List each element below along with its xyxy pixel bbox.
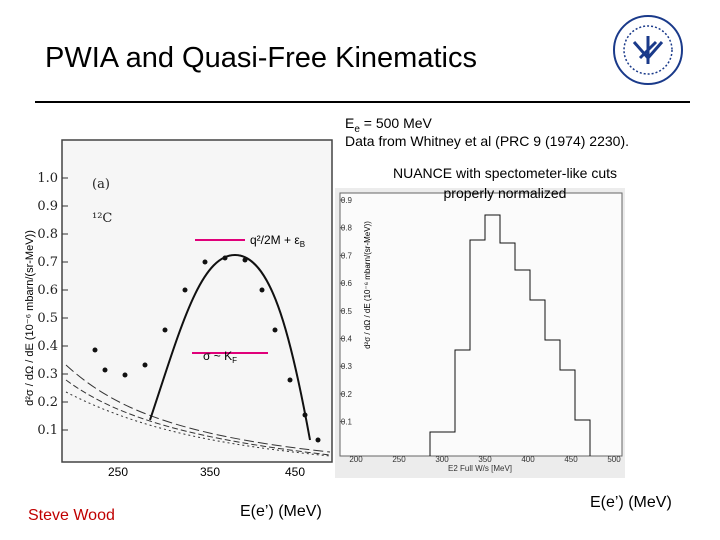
right-y-tick-label: 0.7: [341, 251, 353, 260]
right-y-tick-label: 0.8: [341, 224, 353, 233]
left-y-tick-label: 0.1: [37, 423, 58, 438]
right-x-tick-label: 450: [564, 455, 578, 464]
left-x-tick-label: 450: [285, 465, 305, 479]
beam-sub: e: [354, 124, 360, 135]
left-y-tick-label: 0.2: [37, 395, 58, 410]
peak-main: q²/2M + ε: [250, 233, 300, 247]
panel-label: (a): [92, 177, 110, 192]
right-x-label: E2 Full W/s [MeV]: [448, 464, 512, 473]
right-x-tick-label: 350: [478, 455, 492, 464]
width-main: σ ~ K: [203, 349, 232, 363]
beam-energy: Ee = 500 MeV: [345, 115, 433, 135]
width-note: σ ~ KF: [203, 349, 237, 365]
right-x-tick-label: 400: [521, 455, 535, 464]
right-plot: [335, 188, 625, 478]
left-y-tick-label: 0.6: [37, 283, 58, 298]
left-y-tick-label: 0.5: [37, 311, 58, 326]
left-plot: (a) ¹²C: [61, 139, 333, 463]
right-x-tick-label: 300: [435, 455, 449, 464]
peak-sub: B: [300, 240, 305, 249]
left-x-label: E(e’) (MeV): [240, 503, 322, 520]
author: Steve Wood: [28, 507, 115, 524]
right-y-tick-label: 0.9: [341, 196, 353, 205]
right-y-tick-label: 0.4: [341, 335, 353, 344]
left-y-tick-label: 1.0: [37, 171, 58, 186]
peak-note: q²/2M + εB: [250, 233, 305, 249]
left-x-tick-label: 350: [200, 465, 220, 479]
right-x-axis-label: E(e’) (MeV): [590, 494, 672, 511]
left-y-tick-label: 0.9: [37, 199, 58, 214]
data-source: Data from Whitney et al (PRC 9 (1974) 22…: [345, 133, 629, 149]
right-y-tick-label: 0.1: [341, 418, 353, 427]
left-y-tick-label: 0.8: [37, 227, 58, 242]
right-x-tick-label: 250: [392, 455, 406, 464]
nuance-note: NUANCE with spectometer-like cuts: [393, 165, 617, 181]
left-y-tick-label: 0.3: [37, 367, 58, 382]
right-x-tick-label: 200: [349, 455, 363, 464]
width-sub: F: [232, 356, 237, 365]
logo: [613, 15, 683, 85]
nucleus-label: ¹²C: [92, 211, 112, 226]
right-x-tick-label: 500: [607, 455, 621, 464]
beam-symbol: E: [345, 115, 354, 131]
left-y-label: d²σ / dΩ / dE (10⁻⁶ mbarn/(sr-MeV)): [24, 230, 36, 406]
right-y-tick-label: 0.5: [341, 307, 353, 316]
right-y-label: d²σ / dΩ / dE (10⁻⁶ mbarn/(sr-MeV)): [363, 221, 372, 349]
beam-rest: = 500 MeV: [360, 115, 433, 131]
right-y-tick-label: 0.6: [341, 279, 353, 288]
left-y-tick-label: 0.4: [37, 339, 58, 354]
right-y-tick-label: 0.3: [341, 362, 353, 371]
left-x-tick-label: 250: [108, 465, 128, 479]
nuance-note: properly normalized: [444, 185, 567, 201]
slide-title: PWIA and Quasi-Free Kinematics: [45, 42, 477, 74]
right-y-tick-label: 0.2: [341, 390, 353, 399]
left-y-tick-label: 0.7: [37, 255, 58, 270]
